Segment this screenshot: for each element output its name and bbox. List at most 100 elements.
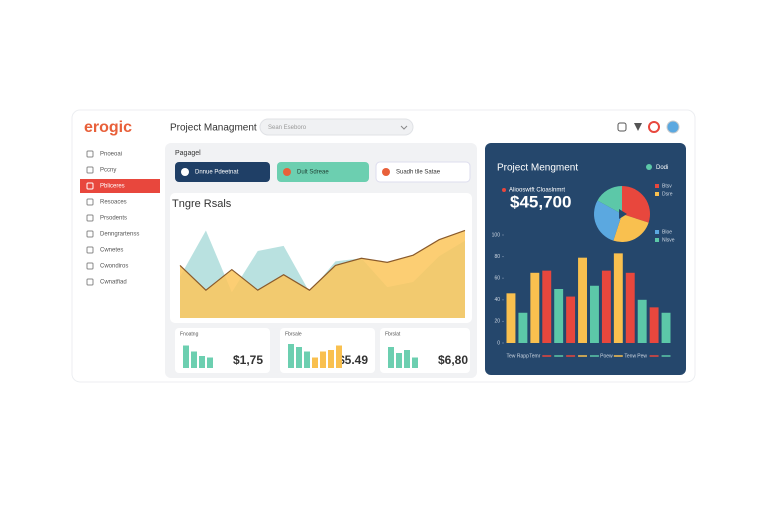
sidebar-item[interactable]: Cwnetes	[100, 248, 123, 254]
sidebar-icon	[86, 150, 94, 158]
button-icon	[181, 168, 189, 176]
pie-slice	[594, 200, 622, 241]
button-label[interactable]: Suadh tlle Satae	[396, 170, 441, 176]
bar	[566, 296, 576, 343]
search-box[interactable]	[259, 118, 414, 136]
sidebar-item[interactable]: Denngrartenss	[100, 232, 139, 238]
mini-card-label: Fbrslat	[385, 331, 401, 337]
x-tick-label: Rapp	[517, 353, 529, 359]
sidebar-item[interactable]: Pnoeoai	[100, 152, 122, 158]
pie-legend-swatch	[655, 230, 659, 234]
button[interactable]	[175, 162, 270, 182]
pie-legend-swatch	[655, 184, 659, 188]
y-tick-label: 100	[492, 232, 501, 238]
bar	[542, 270, 552, 343]
sidebar-icon	[86, 198, 94, 206]
area-line	[179, 229, 466, 291]
icon[interactable]	[634, 123, 642, 131]
mini-card-value: $6,80	[438, 353, 468, 367]
x-tick-label: Poew	[600, 353, 613, 359]
mini-card	[380, 328, 470, 373]
button[interactable]	[277, 162, 369, 182]
icon[interactable]	[648, 121, 660, 133]
pie-center	[619, 209, 627, 219]
pie-legend-label: Btsv	[662, 183, 672, 189]
legend-label: Dodi	[656, 165, 668, 171]
y-tick-label: 60	[494, 276, 500, 282]
search-caret	[400, 125, 408, 130]
mini-bar	[328, 350, 334, 368]
y-tick-label: 40	[494, 297, 500, 303]
mini-bar	[312, 357, 318, 368]
button[interactable]	[375, 161, 471, 183]
mini-bar	[296, 347, 302, 368]
sidebar-item[interactable]: Pccny	[100, 168, 116, 174]
mini-bar	[207, 357, 213, 368]
amount-label: Aliooswtft Cloaslnmrt	[509, 188, 565, 194]
sidebar-item[interactable]: Resoaces	[100, 200, 127, 206]
sidebar-item[interactable]: Pbliceres	[100, 184, 125, 190]
mini-bar	[320, 351, 326, 368]
mini-card	[280, 328, 375, 373]
mini-bar	[404, 350, 410, 368]
button-icon	[382, 168, 390, 176]
sidebar-item[interactable]: Prsodents	[100, 216, 127, 222]
pie-legend-swatch	[655, 192, 659, 196]
pie-slice	[597, 186, 622, 214]
x-tick-label: Tew	[507, 353, 516, 359]
pie-slice	[622, 186, 650, 223]
mini-bar	[396, 353, 402, 368]
bar	[530, 272, 540, 343]
pie-slice	[613, 214, 649, 242]
avatar[interactable]	[666, 120, 680, 134]
sidebar-icon	[86, 182, 94, 190]
sidebar-icon	[86, 166, 94, 174]
mini-bar	[388, 347, 394, 368]
pie-legend-label: Bloe	[662, 229, 672, 235]
mini-card-value: $1,75	[233, 353, 263, 367]
mini-bar	[199, 356, 205, 368]
mini-bar	[183, 345, 189, 368]
y-tick-label: 20	[494, 319, 500, 325]
x-tick-label: Tenw	[624, 353, 636, 359]
bar	[590, 285, 599, 343]
chart-title: Tngre Rsals	[172, 198, 232, 210]
toolbar-icons[interactable]	[617, 120, 680, 134]
logo: erogic	[84, 119, 132, 136]
icon[interactable]	[617, 122, 627, 132]
y-tick-label: 0	[497, 340, 500, 346]
sidebar-icon	[86, 262, 94, 270]
label-dot	[502, 188, 506, 192]
sidebar-item[interactable]: Cwondiros	[100, 264, 128, 270]
amount: $45,700	[510, 192, 571, 211]
sidebar-item[interactable]: Cwnatfiad	[100, 280, 127, 286]
x-tick-label: Pew	[637, 353, 647, 359]
area	[180, 230, 465, 318]
mini-bar	[336, 345, 342, 368]
app-title: Project Managment	[170, 123, 257, 134]
button-icon	[283, 168, 291, 176]
pie-legend-swatch	[655, 238, 659, 242]
sidebar-icon	[86, 230, 94, 238]
mini-bar	[191, 351, 197, 368]
button-label[interactable]: Dnnue Pdeetnat	[195, 170, 239, 176]
bar	[637, 299, 647, 343]
search-placeholder: Sean Eseboro	[268, 125, 307, 131]
button-label[interactable]: Dult Sdreae	[297, 170, 329, 176]
sidebar-active[interactable]	[80, 179, 160, 193]
legend-dot	[646, 164, 652, 170]
sidebar-icon	[86, 278, 94, 286]
bar	[649, 307, 659, 343]
bar	[661, 312, 671, 343]
x-tick-label: Temr	[529, 353, 540, 359]
mini-card-value: $5.49	[338, 353, 368, 367]
bar	[554, 289, 564, 343]
section-label: Pagagel	[175, 150, 201, 157]
pie-legend-label: Dsre	[662, 191, 673, 197]
bar	[601, 270, 611, 343]
mini-bar	[288, 344, 294, 368]
mini-card-label: Fnoatng	[180, 331, 199, 337]
sidebar-icon	[86, 214, 94, 222]
